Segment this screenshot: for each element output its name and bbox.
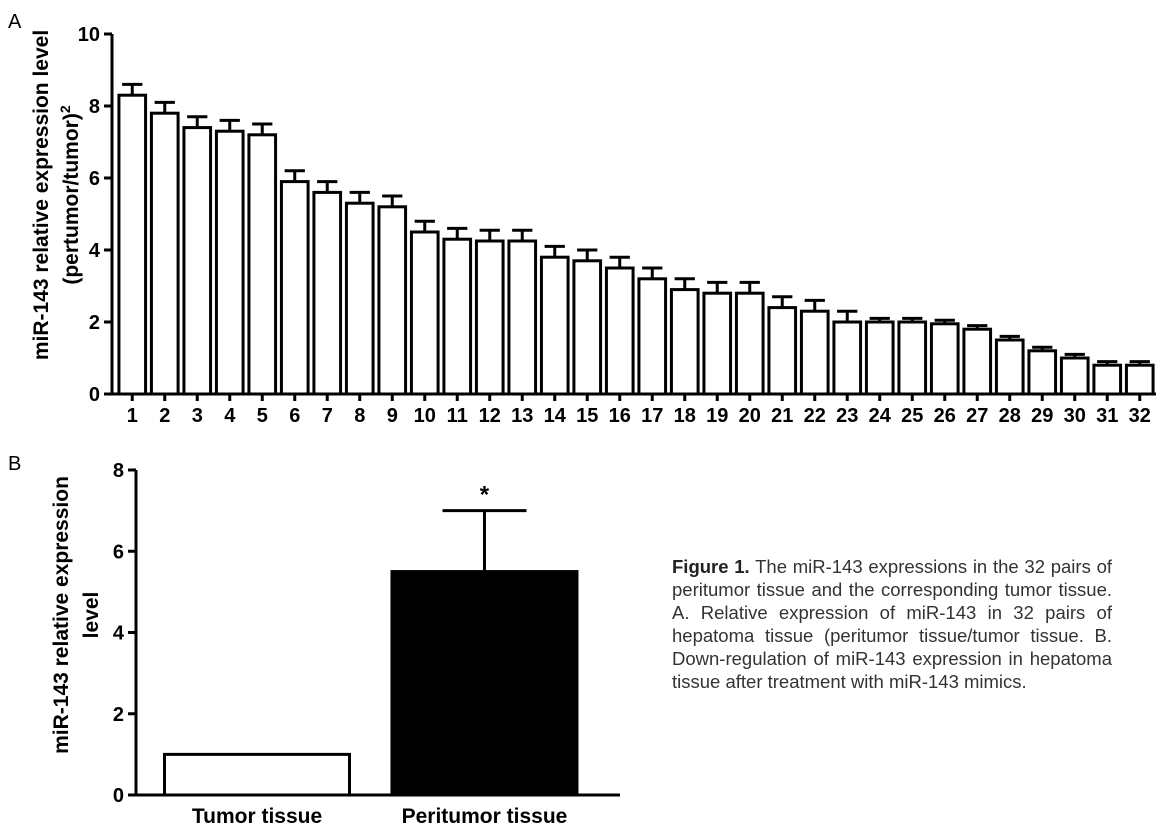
panel-a-x-tick-label: 7 [322, 405, 333, 427]
panel-a-x-tick-label: 24 [869, 405, 892, 427]
panel-a-bar [572, 259, 603, 396]
panel-b-x-tick-label: Peritumor tissue [402, 805, 568, 828]
panel-b-y-tick-label: 2 [113, 704, 124, 726]
panel-a-x-tick-label: 11 [447, 405, 468, 427]
panel-a-x-tick-label: 28 [999, 405, 1021, 427]
panel-a-x-tick-label: 5 [257, 405, 268, 427]
panel-a-y-axis-label: miR-143 relative expression level [30, 30, 53, 360]
panel-a-bar [897, 320, 928, 396]
panel-a-x-tick-label: 17 [641, 405, 663, 427]
panel-a-x-tick-label: 9 [387, 405, 398, 427]
panel-a-x-tick-label: 4 [224, 405, 236, 427]
panel-a-x-tick-label: 23 [836, 405, 858, 427]
panel-a-bar [799, 309, 830, 396]
panel-a-y-tick-label: 2 [89, 312, 100, 334]
panel-b-label: B [8, 453, 21, 475]
panel-b-x-tick-label: Tumor tissue [192, 805, 322, 828]
panel-a-x-tick-label: 13 [511, 405, 533, 427]
panel-a-bar [409, 230, 440, 396]
panel-b-y-axis-label: miR-143 relative expression [50, 476, 73, 754]
panel-b-chart: B miR-143 relative expression level 0 2 4 6… [8, 453, 620, 828]
panel-a-bar [994, 338, 1025, 396]
panel-a-chart: A miR-143 relative expression level (per… [8, 11, 1156, 427]
figure-caption: Figure 1. The miR-143 expressions in the… [672, 555, 1112, 693]
panel-a-bar [734, 291, 765, 396]
panel-a-bar [312, 190, 343, 396]
panel-a-x-tick-label: 21 [771, 405, 793, 427]
panel-a-x-tick-label: 32 [1129, 405, 1151, 427]
panel-a-y-tick-label: 4 [89, 240, 101, 262]
panel-a-x-tick-label: 16 [609, 405, 631, 427]
panel-a-x-tick-label: 27 [966, 405, 988, 427]
panel-a-bar [377, 205, 408, 396]
panel-a-y-axis-label-line2: (pertumor/tumor)2 [57, 105, 83, 285]
panel-a-bar [1027, 349, 1058, 396]
panel-a-bar [247, 133, 278, 396]
panel-b-significance-marker: * [480, 482, 490, 509]
panel-a-label: A [8, 11, 22, 33]
panel-a-x-tick-label: 25 [901, 405, 923, 427]
panel-a-bar [637, 277, 668, 396]
panel-a-x-tick-label: 14 [544, 405, 567, 427]
panel-a-bars [117, 82, 1155, 396]
panel-a-bar [474, 239, 505, 396]
panel-a-x-tick-label: 1 [127, 405, 138, 427]
caption-text: The miR-143 expressions in the 32 pairs … [672, 556, 1112, 692]
panel-b-y-tick-label: 6 [113, 541, 124, 563]
panel-b-bars: * [163, 482, 579, 797]
panel-a-x-tick-label: 30 [1064, 405, 1086, 427]
panel-a-x-tick-label: 22 [804, 405, 826, 427]
panel-a-x-tick-label: 15 [576, 405, 598, 427]
panel-a-bar [507, 239, 538, 396]
panel-b-bar [390, 570, 579, 797]
panel-b-y-tick-label: 0 [113, 785, 124, 807]
panel-a-y-axis-label-superscript: 2 [57, 105, 73, 113]
panel-a-bar [864, 320, 895, 396]
panel-a-bar [767, 306, 798, 396]
panel-a-x-tick-label: 2 [159, 405, 170, 427]
panel-a-x-tick-label: 18 [674, 405, 696, 427]
panel-a-y-tick-label: 0 [89, 384, 100, 406]
panel-b-y-axis-label-line2: level [80, 592, 103, 639]
panel-a-bar [117, 93, 148, 396]
panel-a-bar [832, 320, 863, 396]
panel-a-bar [279, 180, 310, 396]
panel-b-bar [163, 752, 351, 797]
panel-a-x-tick-label: 29 [1031, 405, 1053, 427]
panel-a-y-tick-label: 10 [78, 24, 100, 46]
panel-a-bar [604, 266, 635, 396]
panel-b-y-tick-label: 8 [113, 460, 124, 482]
panel-a-bar [182, 126, 213, 396]
panel-a-y-tick-label: 8 [89, 96, 100, 118]
panel-a-bar [214, 129, 245, 396]
panel-a-bar [149, 111, 180, 396]
panel-a-x-tick-label: 6 [289, 405, 300, 427]
panel-a-bar [1124, 363, 1155, 396]
panel-a-x-tick-label: 10 [414, 405, 436, 427]
panel-a-bar [539, 255, 570, 396]
panel-a-x-tick-label: 31 [1096, 405, 1118, 427]
panel-a-x-tick-label: 26 [934, 405, 956, 427]
caption-label: Figure 1. [672, 556, 750, 577]
panel-a-x-tick-label: 12 [479, 405, 501, 427]
panel-a-x-tick-label: 8 [354, 405, 365, 427]
panel-a-bar [344, 201, 375, 396]
panel-a-bar [442, 237, 473, 396]
panel-a-bar [929, 322, 960, 396]
panel-a-x-tick-label: 3 [192, 405, 203, 427]
panel-a-bar [702, 291, 733, 396]
panel-b-y-tick-label: 4 [113, 623, 125, 645]
panel-a-bar [669, 288, 700, 396]
panel-a-y-tick-label: 6 [89, 168, 100, 190]
panel-a-bar [1092, 363, 1123, 396]
panel-a-x-tick-label: 20 [739, 405, 761, 427]
panel-a-bar [1059, 356, 1090, 396]
panel-a-bar [962, 327, 993, 396]
panel-a-x-tick-label: 19 [706, 405, 728, 427]
